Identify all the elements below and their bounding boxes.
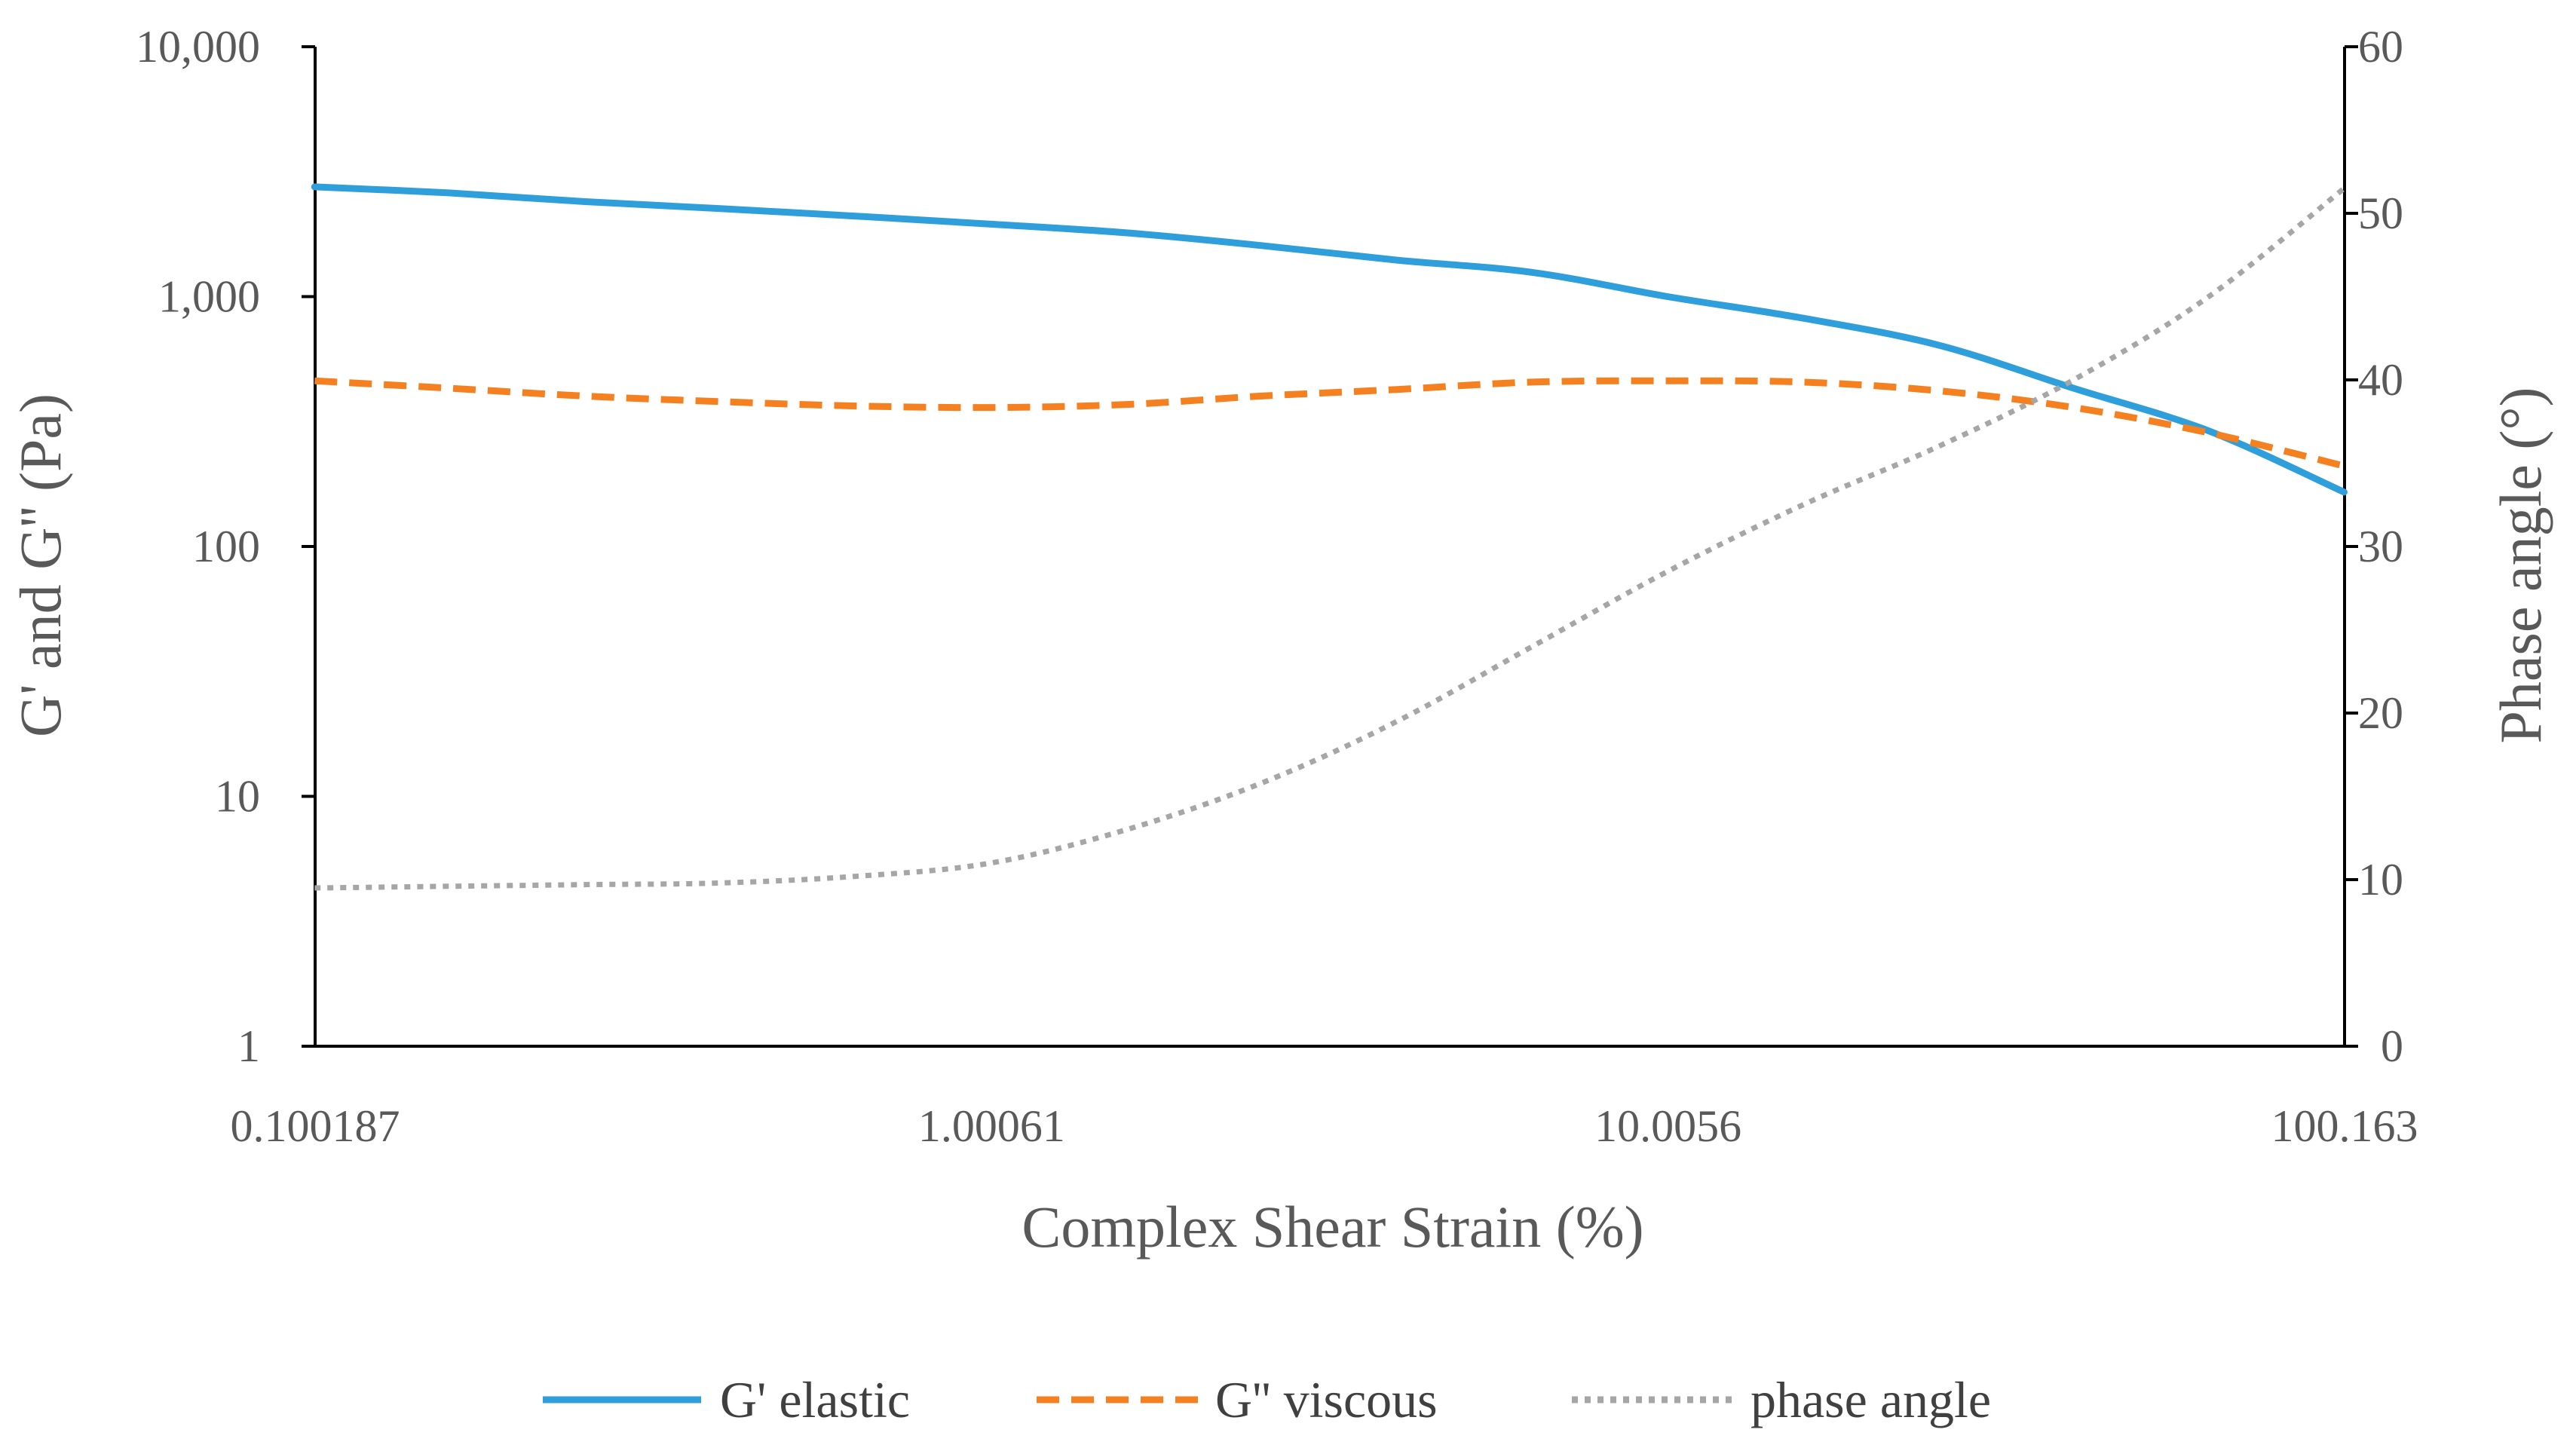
legend-label-phase-angle: phase angle xyxy=(1751,1371,1991,1428)
series-line-g-elastic xyxy=(311,183,2348,496)
legend: G' elastic G'' viscous phase angle xyxy=(543,1371,1991,1428)
legend-label-g-viscous: G'' viscous xyxy=(1215,1371,1438,1428)
y-tick-label: 100 xyxy=(192,522,260,571)
x-axis-title: Complex Shear Strain (%) xyxy=(1022,1194,1643,1260)
y-axis-title: G' and G'' (Pa) xyxy=(8,393,73,737)
y-tick-label: 1,000 xyxy=(158,272,260,322)
series-line-g-viscous xyxy=(314,377,2345,470)
x-tick-label: 1.00061 xyxy=(918,1101,1065,1151)
y2-tick-label: 50 xyxy=(2358,188,2403,238)
y2-axis-title: Phase angle (°) xyxy=(2488,387,2553,743)
x-tick-label: 100.163 xyxy=(2271,1101,2418,1151)
y2-tick-label: 60 xyxy=(2358,22,2403,72)
y-tick-label: 1 xyxy=(237,1021,260,1071)
y2-tick-label: 30 xyxy=(2358,522,2403,571)
y-tick-label: 10,000 xyxy=(136,22,260,72)
series-line-phase-angle xyxy=(314,186,2346,891)
x-tick-label: 10.0056 xyxy=(1594,1101,1741,1151)
axes xyxy=(302,45,2358,1048)
y2-tick-label: 20 xyxy=(2358,688,2403,738)
series-lines xyxy=(311,183,2348,891)
y-tick-label: 10 xyxy=(215,772,260,822)
legend-label-g-elastic: G' elastic xyxy=(720,1371,910,1428)
y2-tick-label: 0 xyxy=(2381,1021,2403,1071)
y2-tick-label: 10 xyxy=(2358,855,2403,905)
tick-labels: 1 10 100 1,000 10,000 0 10 20 30 40 50 60 0.100187 1.… xyxy=(136,22,2418,1151)
x-tick-label: 0.100187 xyxy=(231,1101,400,1151)
y2-tick-label: 40 xyxy=(2358,355,2403,405)
